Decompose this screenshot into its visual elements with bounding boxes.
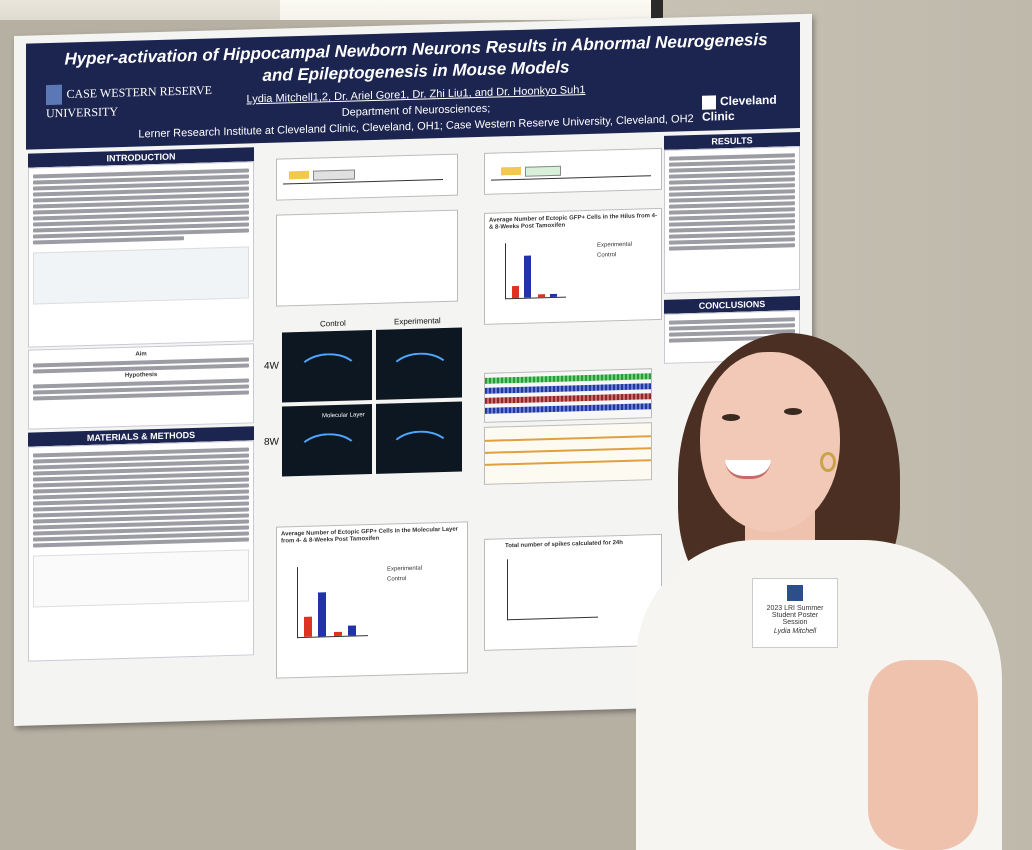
person-face bbox=[700, 352, 840, 532]
figure-3-electrode-diagram bbox=[33, 549, 249, 608]
bar-hilus-d bbox=[550, 293, 557, 298]
section-methods-body bbox=[28, 440, 254, 662]
legend-hilus-experimental: Experimental bbox=[597, 241, 633, 249]
micrograph-4w-control bbox=[282, 330, 372, 403]
figure-1-diagram bbox=[33, 246, 249, 305]
person-eye-left bbox=[722, 414, 740, 421]
badge-logo-icon bbox=[787, 585, 803, 601]
person-smile bbox=[725, 460, 771, 479]
figure-4-timeline bbox=[484, 147, 662, 195]
bar-c-control bbox=[334, 631, 342, 637]
label-molecular-layer: Molecular Layer bbox=[322, 412, 365, 420]
legend-experimental: Experimental bbox=[387, 565, 423, 573]
label-control: Control bbox=[320, 318, 346, 329]
person-eye-right bbox=[784, 408, 802, 415]
figure-eeg-experimental bbox=[484, 368, 652, 423]
figure-6-schematic bbox=[276, 209, 458, 307]
section-introduction-body bbox=[28, 161, 254, 348]
earring-icon bbox=[820, 452, 836, 472]
poster-column-middle-right: Average Number of Ectopic GFP+ Cells in … bbox=[484, 136, 664, 701]
micrograph-8w-experimental bbox=[376, 401, 462, 476]
chart-spikes-plot bbox=[507, 556, 598, 621]
chart-spikes-title: Total number of spikes calculated for 24… bbox=[505, 539, 623, 550]
chart-hilus-plot bbox=[505, 241, 566, 300]
poster-column-middle-left: Control Experimental 4W 8W Molecular Lay… bbox=[264, 141, 468, 706]
chart-molecular-title: Average Number of Ectopic GFP+ Cells in … bbox=[281, 526, 458, 545]
name-badge: 2023 LRI Summer Student Poster Session L… bbox=[752, 578, 838, 648]
bar-hilus-c bbox=[538, 294, 545, 298]
poster-title: Hyper-activation of Hippocampal Newborn … bbox=[64, 29, 768, 86]
figure-5-hilus-chart: Average Number of Ectopic GFP+ Cells in … bbox=[484, 207, 662, 325]
person-arm bbox=[868, 660, 978, 850]
label-experimental: Experimental bbox=[394, 316, 441, 327]
chart-molecular-plot bbox=[297, 565, 368, 639]
micrograph-4w-experimental bbox=[376, 327, 462, 400]
poster-column-right: RESULTS CONCLUSIONS bbox=[664, 132, 800, 364]
label-4w: 4W bbox=[264, 360, 279, 373]
label-8w: 8W bbox=[264, 436, 279, 449]
section-results-body bbox=[664, 146, 800, 294]
figure-eeg-control bbox=[484, 422, 652, 485]
badge-name: Lydia Mitchell bbox=[773, 628, 817, 635]
chart-hilus-title: Average Number of Ectopic GFP+ Cells in … bbox=[489, 213, 657, 231]
poster-column-left: INTRODUCTION Aim Hypothesis MATERIALS & … bbox=[28, 147, 254, 662]
bar-hilus-b bbox=[524, 255, 531, 298]
bar-b-experimental bbox=[318, 592, 326, 637]
cleveland-clinic-icon bbox=[702, 95, 716, 110]
micrograph-8w-control: Molecular Layer bbox=[282, 404, 372, 479]
bar-d-experimental bbox=[348, 625, 356, 636]
figure-7-molecular-chart: Average Number of Ectopic GFP+ Cells in … bbox=[276, 521, 468, 679]
section-aim-hypothesis: Aim Hypothesis bbox=[28, 343, 254, 430]
bar-hilus-a bbox=[512, 285, 519, 299]
legend-control: Control bbox=[387, 576, 407, 583]
legend-hilus-control: Control bbox=[597, 252, 617, 259]
cleveland-clinic-logo: Cleveland Clinic bbox=[702, 92, 802, 124]
badge-event: 2023 LRI Summer Student Poster Session bbox=[766, 605, 824, 626]
poster-banner: CASE WESTERN RESERVE UNIVERSITY Hyper-ac… bbox=[26, 22, 800, 150]
bar-a-control bbox=[304, 616, 312, 637]
figure-2-timeline bbox=[276, 153, 458, 201]
figure-10-spikes-chart: Total number of spikes calculated for 24… bbox=[484, 533, 662, 651]
